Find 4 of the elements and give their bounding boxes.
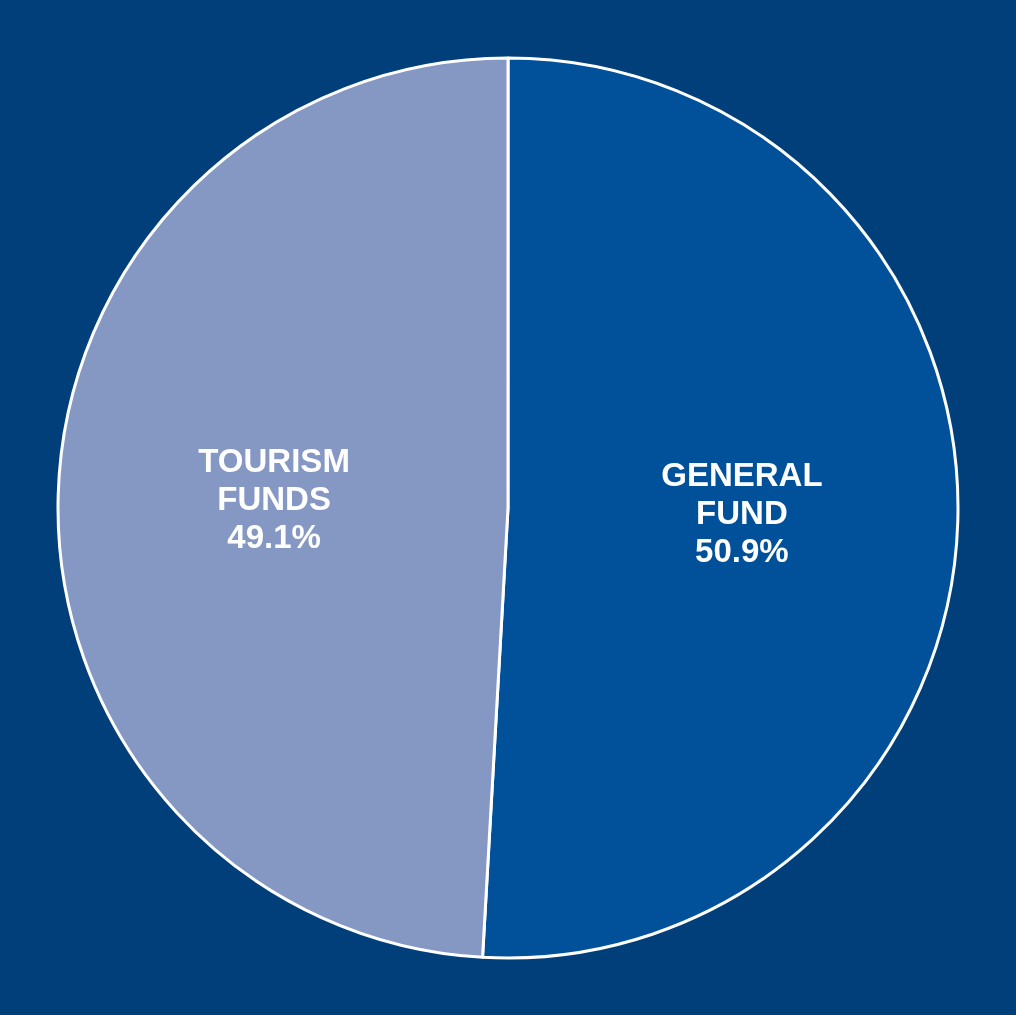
data-label: 50.9% (695, 531, 789, 569)
slice-label: TOURISM FUNDS (198, 442, 350, 518)
slice-label: GENERAL FUND (661, 455, 823, 531)
data-label: 49.1% (227, 518, 321, 556)
